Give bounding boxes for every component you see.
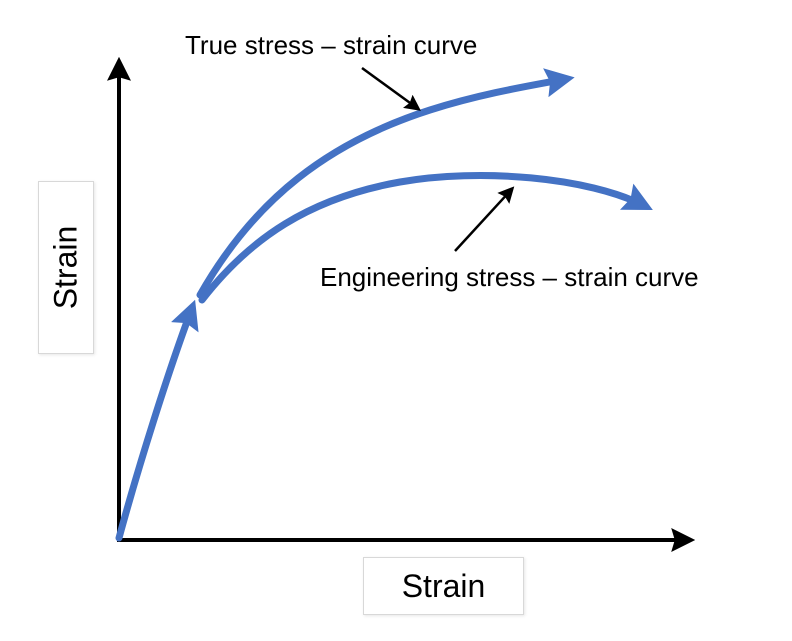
engineering-curve-label: Engineering stress – strain curve: [320, 262, 699, 292]
elastic-segment-curve: [115, 299, 199, 542]
true-label-arrow: [361, 66, 421, 111]
y-axis-label-box: Strain: [38, 181, 94, 354]
true-stress-strain-curve: [196, 68, 575, 299]
true-curve-label: True stress – strain curve: [185, 30, 478, 60]
engineering-label-arrow: [454, 186, 515, 252]
x-axis-label-box: Strain: [363, 557, 524, 615]
y-axis-label: Strain: [47, 225, 84, 310]
x-axis-label: Strain: [401, 567, 486, 604]
engineering-stress-strain-curve: [198, 172, 653, 304]
